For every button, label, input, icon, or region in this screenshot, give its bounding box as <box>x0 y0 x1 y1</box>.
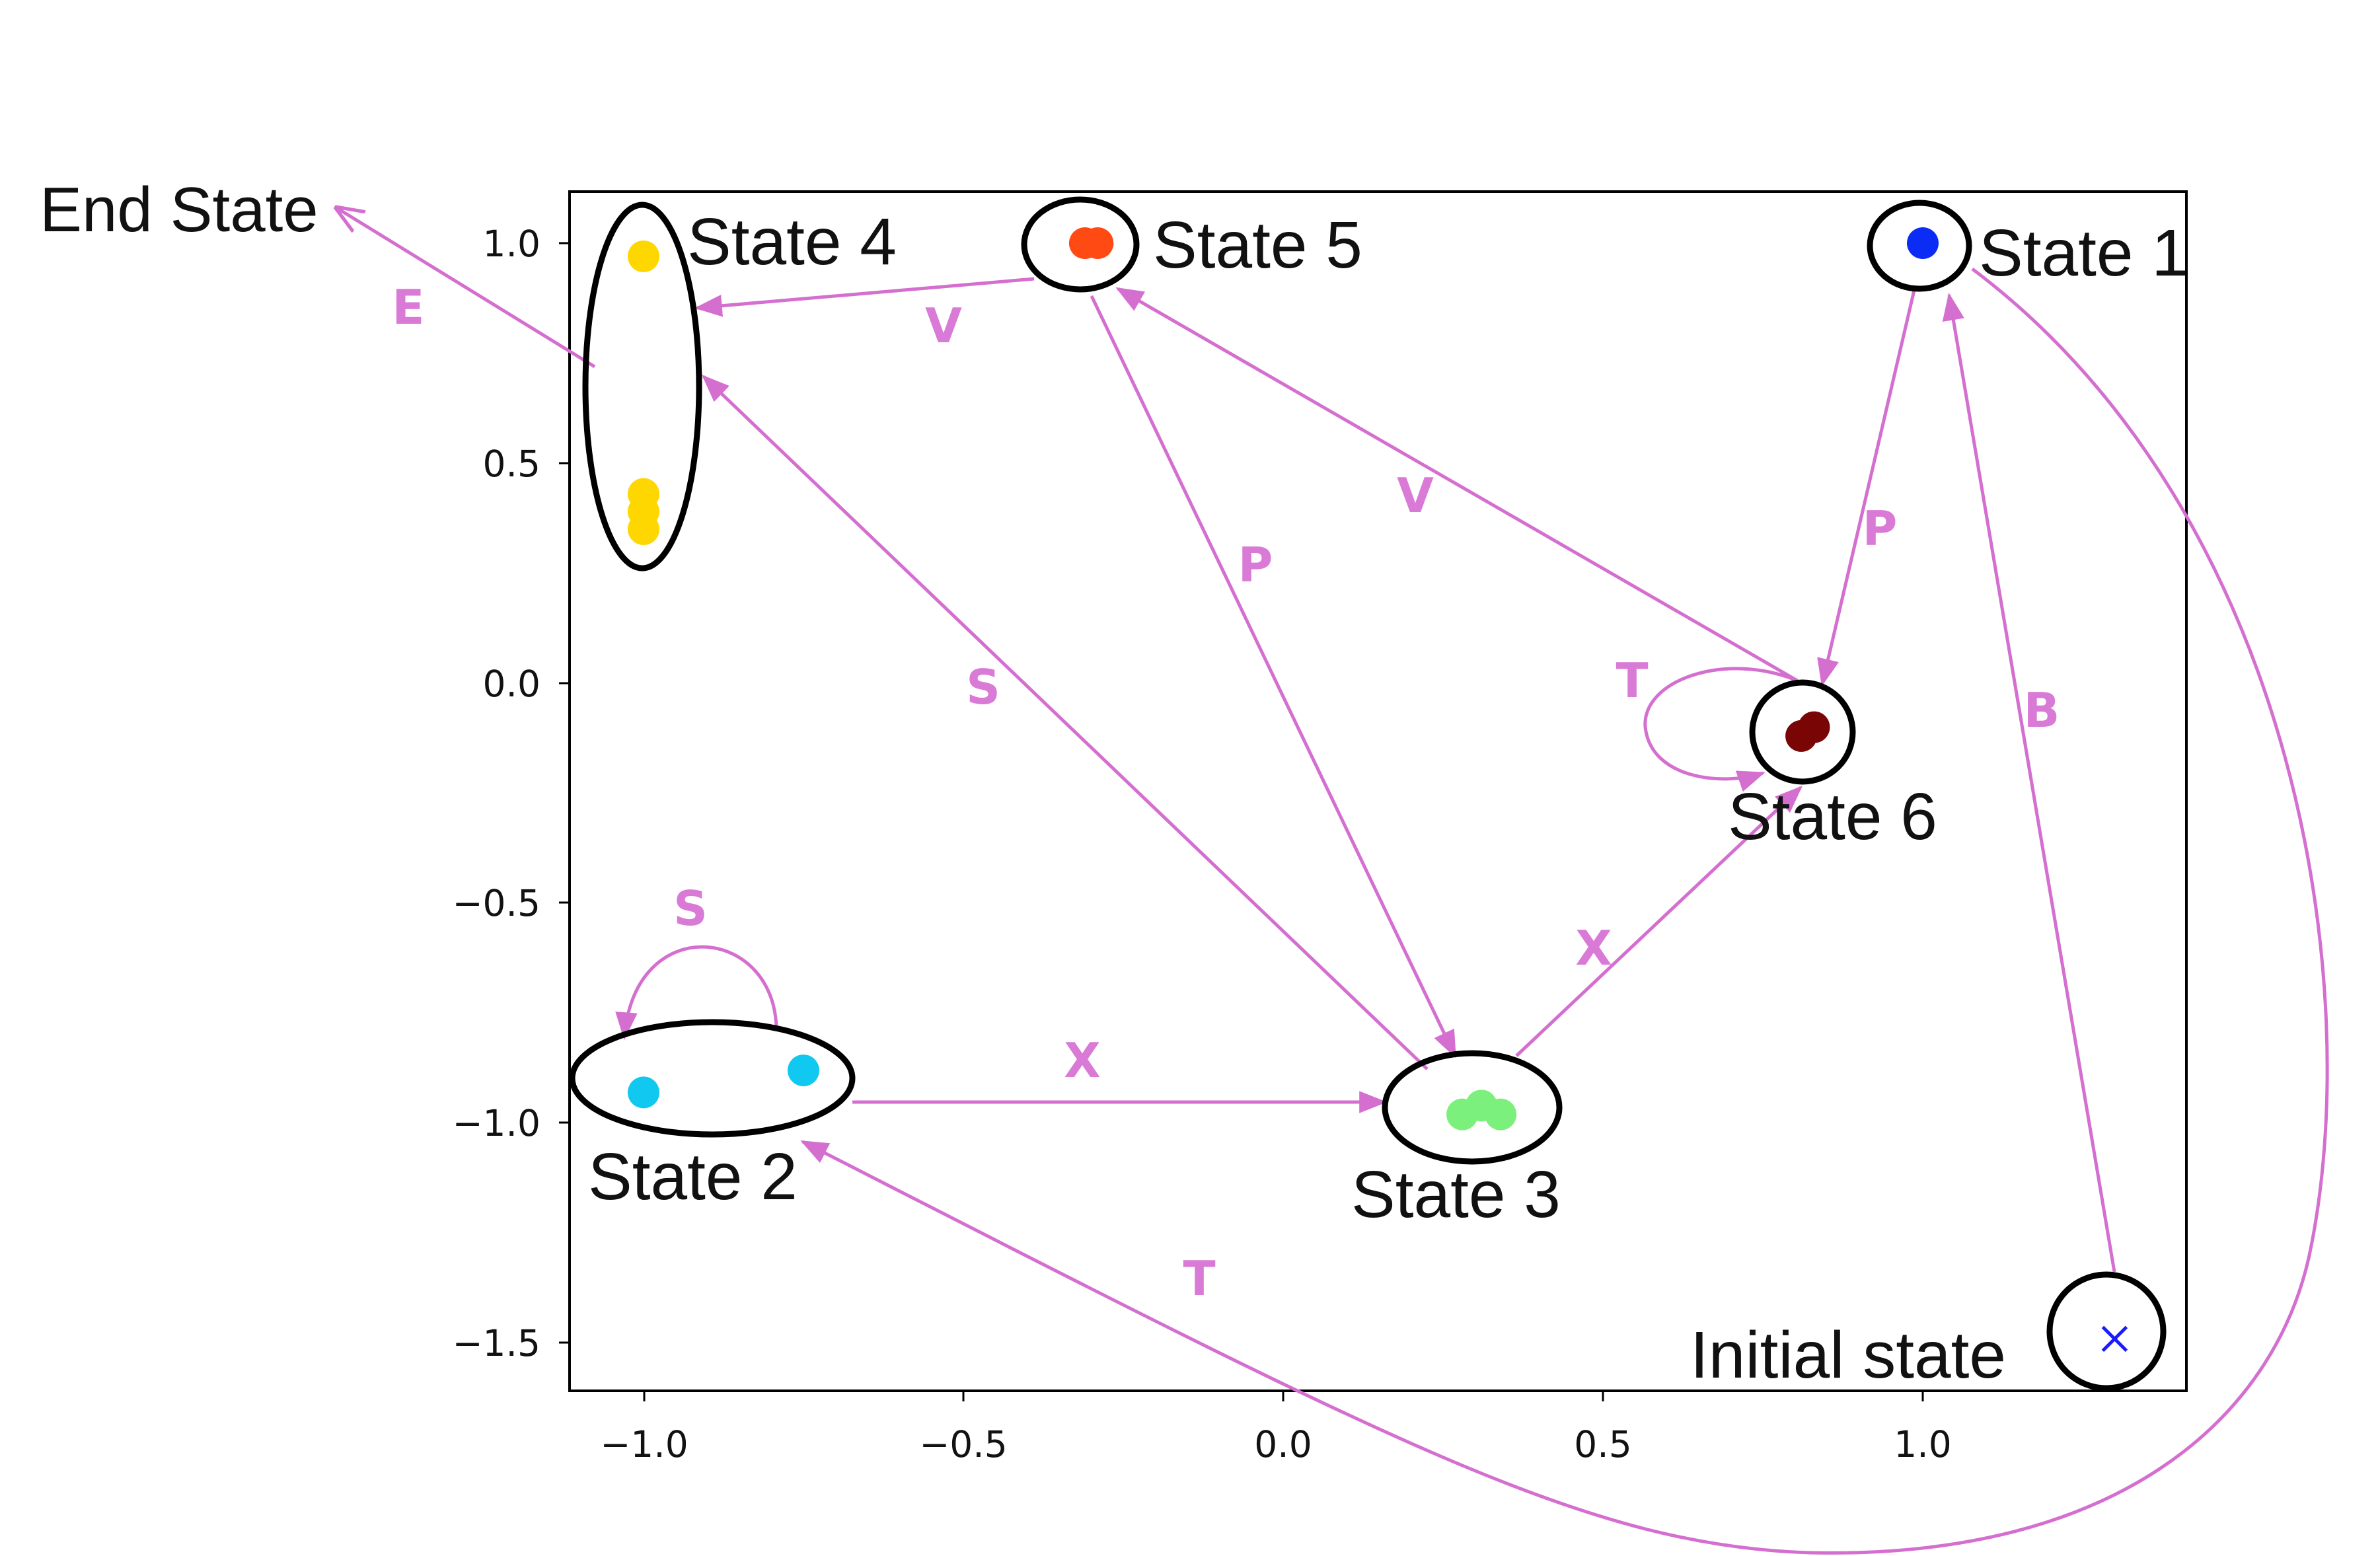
ring-state5 <box>1021 196 1140 293</box>
y-axis <box>559 242 570 1344</box>
transition-arrows <box>337 208 2329 1555</box>
label-end-state: End State <box>40 174 318 245</box>
arrow-e-state4-to-end <box>337 208 596 369</box>
arrow-v-state5-to-state4 <box>694 277 1035 317</box>
ring-state3 <box>1382 1050 1563 1165</box>
label-p-state5-to-state3: P <box>1238 537 1273 593</box>
data-point-state1 <box>1907 227 1939 259</box>
data-points <box>628 227 1939 1130</box>
arrow-b-initial-to-state1 <box>1942 292 2116 1273</box>
ring-state2 <box>569 1019 856 1138</box>
data-point-state4 <box>628 240 659 272</box>
data-point-state3 <box>1485 1098 1517 1130</box>
label-s-state3-to-state4: S <box>966 659 1000 715</box>
ring-initial <box>2046 1271 2167 1391</box>
label-x-state3-to-state6: X <box>1575 920 1612 976</box>
data-point-state4 <box>628 513 659 545</box>
initial-x-stroke <box>2101 1325 2128 1352</box>
x-tick-labels: −1.0 −0.5 0.0 0.5 1.0 <box>600 1423 1952 1465</box>
label-b-initial-to-state1: B <box>2024 683 2060 738</box>
y-tick-label: 0.5 <box>483 443 540 485</box>
arrow-p-state5-to-state3 <box>1090 295 1457 1058</box>
label-state6: State 6 <box>1728 780 1937 854</box>
arrow-p-state1-to-state6 <box>1817 287 1917 687</box>
label-state3: State 3 <box>1351 1158 1561 1232</box>
label-e: E <box>392 279 424 335</box>
ring-state1 <box>1867 200 1972 292</box>
y-tick-label: 0.0 <box>483 663 540 705</box>
ring-state6 <box>1749 679 1856 785</box>
arrow-s-loop-state2 <box>615 945 778 1041</box>
y-tick-label: −1.5 <box>452 1322 540 1364</box>
label-v-state5-to-state4: V <box>925 298 962 353</box>
plot-frame <box>568 190 2188 1392</box>
label-state5: State 5 <box>1153 208 1362 282</box>
label-state2: State 2 <box>588 1140 798 1214</box>
ring-state4 <box>582 202 702 572</box>
x-tick-label: 0.5 <box>1574 1423 1631 1465</box>
transition-labels: E V V P P S S T T B X X <box>392 279 2060 1306</box>
x-axis <box>643 1391 1924 1401</box>
initial-state-marker <box>2101 1325 2128 1352</box>
x-tick-label: −1.0 <box>600 1423 688 1465</box>
y-tick-label: −1.0 <box>452 1102 540 1144</box>
arrow-t-state1-to-state2 <box>800 268 2329 1555</box>
state-rings <box>569 196 2167 1391</box>
arrow-v-state6-to-state5 <box>1115 287 1799 683</box>
x-tick-label: 1.0 <box>1894 1423 1951 1465</box>
label-state1: State 1 <box>1979 216 2188 290</box>
label-v-state6-to-state5: V <box>1397 468 1434 523</box>
arrow-t-loop-state6 <box>1643 667 1798 792</box>
label-p-state1-to-state6: P <box>1863 501 1898 556</box>
label-initial-state: Initial state <box>1690 1318 2006 1392</box>
data-point-state2 <box>628 1076 659 1109</box>
arrow-s-state3-to-state4 <box>701 375 1429 1070</box>
label-t-loop-state6: T <box>1616 653 1648 708</box>
label-s-loop-state2: S <box>673 881 708 936</box>
label-t-state1-to-state2: T <box>1183 1251 1215 1306</box>
label-state4: State 4 <box>687 205 897 279</box>
data-point-state2 <box>788 1055 819 1087</box>
state-labels: State 1 State 2 State 3 State 4 State 5 … <box>40 174 2188 1392</box>
x-tick-label: 0.0 <box>1254 1423 1312 1465</box>
label-x-state2-to-state3: X <box>1064 1033 1101 1088</box>
data-point-state5 <box>1082 227 1114 259</box>
arrow-x-state3-to-state6 <box>1515 786 1803 1057</box>
y-tick-labels: 1.0 0.5 0.0 −0.5 −1.0 −1.5 <box>452 223 540 1364</box>
x-tick-label: −0.5 <box>919 1423 1008 1465</box>
y-tick-label: 1.0 <box>483 223 540 265</box>
data-point-state6 <box>1798 711 1830 743</box>
y-tick-label: −0.5 <box>452 882 540 924</box>
